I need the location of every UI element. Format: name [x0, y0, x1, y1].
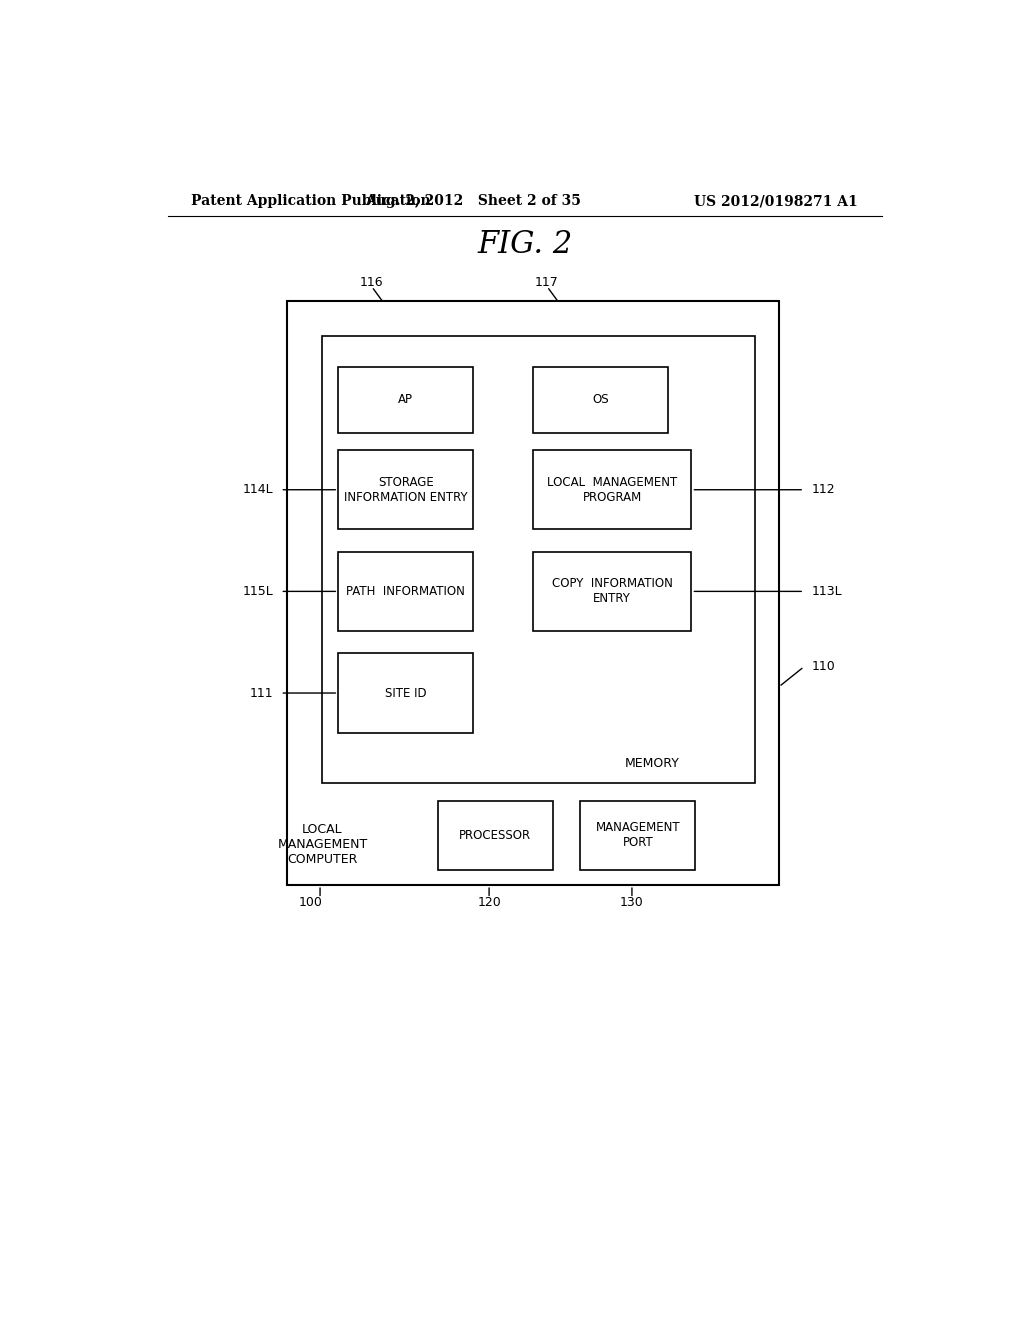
Bar — [338, 450, 473, 529]
Text: 117: 117 — [536, 276, 559, 289]
Text: 112: 112 — [812, 483, 836, 496]
Text: 130: 130 — [621, 896, 644, 909]
Text: Patent Application Publication: Patent Application Publication — [191, 194, 431, 209]
Text: 114L: 114L — [243, 483, 273, 496]
Text: 115L: 115L — [243, 585, 273, 598]
Text: 116: 116 — [359, 276, 383, 289]
Bar — [437, 801, 553, 870]
Bar — [532, 367, 668, 433]
Text: 111: 111 — [250, 686, 273, 700]
Text: MANAGEMENT
PORT: MANAGEMENT PORT — [596, 821, 680, 849]
Bar — [532, 450, 691, 529]
Text: OS: OS — [592, 393, 608, 407]
Bar — [323, 337, 755, 784]
Text: PATH  INFORMATION: PATH INFORMATION — [346, 585, 465, 598]
Text: LOCAL
MANAGEMENT
COMPUTER: LOCAL MANAGEMENT COMPUTER — [278, 822, 368, 866]
Text: FIG. 2: FIG. 2 — [477, 230, 572, 260]
Text: MEMORY: MEMORY — [625, 756, 679, 770]
Text: COPY  INFORMATION
ENTRY: COPY INFORMATION ENTRY — [552, 577, 673, 606]
Text: LOCAL  MANAGEMENT
PROGRAM: LOCAL MANAGEMENT PROGRAM — [547, 475, 677, 504]
Bar — [338, 653, 473, 733]
Text: PROCESSOR: PROCESSOR — [459, 829, 531, 842]
Text: 120: 120 — [477, 896, 501, 909]
Bar — [532, 552, 691, 631]
Text: 100: 100 — [299, 896, 323, 909]
Text: STORAGE
INFORMATION ENTRY: STORAGE INFORMATION ENTRY — [344, 475, 468, 504]
Text: US 2012/0198271 A1: US 2012/0198271 A1 — [694, 194, 858, 209]
Text: Aug. 2, 2012   Sheet 2 of 35: Aug. 2, 2012 Sheet 2 of 35 — [366, 194, 582, 209]
Text: SITE ID: SITE ID — [385, 686, 427, 700]
Bar — [287, 301, 779, 886]
Text: AP: AP — [398, 393, 414, 407]
Text: 113L: 113L — [812, 585, 843, 598]
Bar — [338, 552, 473, 631]
Bar — [581, 801, 695, 870]
Text: 110: 110 — [812, 660, 836, 673]
Bar — [338, 367, 473, 433]
